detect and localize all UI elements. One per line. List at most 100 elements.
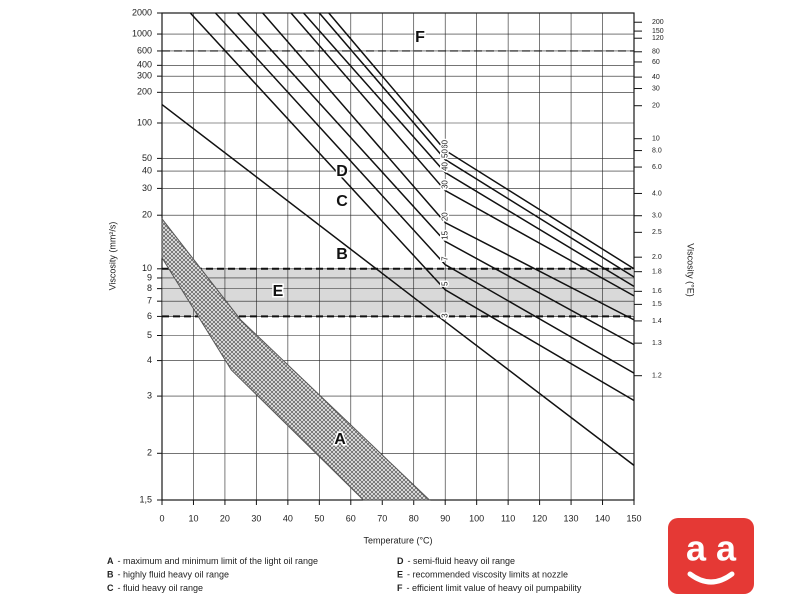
note: C - fluid heavy oil range (107, 583, 203, 593)
annotation: B (336, 246, 348, 263)
x-tick-label: 60 (346, 513, 356, 523)
y2-tick-label: 1.3 (652, 340, 662, 347)
y2-tick-label: 6.0 (652, 164, 662, 171)
y-tick-label: 200 (137, 87, 152, 97)
y2-tick-label: 200 (652, 19, 664, 26)
note-key: A (107, 556, 114, 566)
logo-text: a a (686, 528, 737, 569)
y-tick-label: 400 (137, 60, 152, 70)
x-tick-label: 40 (283, 513, 293, 523)
labels: 2000100060040030020010050403020109876543… (107, 7, 664, 593)
logo-smile (687, 571, 735, 585)
y2-tick-label: 40 (652, 74, 660, 81)
note: F - efficient limit value of heavy oil pu… (397, 583, 582, 593)
x-tick-label: 20 (220, 513, 230, 523)
plot-data (161, 12, 635, 501)
band-area (161, 217, 431, 501)
curve-label: 60 (440, 139, 449, 148)
y2-tick-label: 1.4 (652, 318, 662, 325)
y-tick-label: 6 (147, 311, 152, 321)
y-tick-label: 3 (147, 390, 152, 400)
range-band (162, 268, 634, 317)
y2-tick-label: 1.8 (652, 269, 662, 276)
curve-label: 3 (440, 313, 449, 318)
y2-tick-label: 20 (652, 103, 660, 110)
note-text: - semi-fluid heavy oil range (408, 556, 516, 566)
x-tick-label: 30 (251, 513, 261, 523)
note-key: D (397, 556, 404, 566)
curve (161, 103, 635, 467)
y-tick-label: 1000 (132, 28, 152, 38)
note-text: - fluid heavy oil range (118, 583, 204, 593)
note-key: E (397, 570, 403, 580)
x-tick-label: 130 (564, 513, 579, 523)
y-tick-label: 100 (137, 117, 152, 127)
y2-tick-label: 2.0 (652, 254, 662, 261)
y-tick-label: 300 (137, 71, 152, 81)
x-tick-label: 150 (626, 513, 641, 523)
annotation: D (336, 163, 348, 180)
x-tick-label: 120 (532, 513, 547, 523)
y2-tick-label: 60 (652, 59, 660, 66)
curve (262, 12, 635, 321)
x-tick-label: 70 (377, 513, 387, 523)
curve-label: 5 (440, 281, 449, 286)
note-text: - maximum and minimum limit of the light… (118, 556, 319, 566)
note-key: F (397, 583, 403, 593)
y2-tick-label: 80 (652, 49, 660, 56)
y2-tick-label: 1.6 (652, 288, 662, 295)
x-tick-label: 110 (501, 513, 515, 523)
y-tick-label: 9 (147, 272, 152, 282)
x-tick-label: 80 (409, 513, 419, 523)
y-tick-label: 5 (147, 330, 152, 340)
y-axis-title: Viscosity (mm²/s) (107, 222, 117, 291)
y-tick-label: 600 (137, 45, 152, 55)
note: D - semi-fluid heavy oil range (397, 556, 515, 566)
y2-tick-label: 1.5 (652, 301, 662, 308)
y-tick-label: 50 (142, 153, 152, 163)
annotation: A (334, 431, 346, 448)
note-text: - efficient limit value of heavy oil pum… (407, 583, 582, 593)
curve-label: 40 (440, 162, 449, 171)
curve-label: 50 (440, 149, 449, 158)
annotation: C (336, 193, 348, 210)
y2-tick-label: 2.5 (652, 229, 662, 236)
y-tick-label: 2 (147, 448, 152, 458)
curve (236, 12, 635, 346)
curve-label: 20 (440, 212, 449, 221)
curve (328, 12, 635, 270)
annotation: E (273, 283, 284, 300)
y-tick-label: 8 (147, 283, 152, 293)
curve (303, 12, 635, 287)
x-tick-label: 10 (188, 513, 198, 523)
note-key: B (107, 570, 114, 580)
note-text: - recommended viscosity limits at nozzle (407, 570, 568, 580)
y2-tick-label: 1.2 (652, 373, 662, 380)
grid (157, 12, 642, 505)
y-tick-label: 20 (142, 210, 152, 220)
y-tick-label: 40 (142, 165, 152, 175)
x-tick-label: 0 (159, 513, 164, 523)
curve-label: 15 (440, 230, 449, 239)
x-tick-label: 50 (314, 513, 324, 523)
x-tick-label: 90 (440, 513, 450, 523)
y2-tick-label: 10 (652, 136, 660, 143)
y2-tick-label: 30 (652, 85, 660, 92)
y2-tick-label: 120 (652, 35, 664, 42)
curve (189, 12, 635, 402)
x-tick-label: 140 (595, 513, 610, 523)
y2-tick-label: 8.0 (652, 147, 662, 154)
note-text: - highly fluid heavy oil range (118, 570, 230, 580)
curve-label: 7 (440, 256, 449, 261)
curve-label: 30 (440, 180, 449, 189)
curve (214, 12, 635, 374)
annotation: F (415, 29, 425, 46)
x-axis-title: Temperature (°C) (363, 535, 432, 545)
logo: a a (668, 518, 754, 594)
y-tick-label: 10 (142, 263, 152, 273)
y-tick-label: 4 (147, 355, 152, 365)
curve (318, 12, 635, 278)
note: A - maximum and minimum limit of the ligh… (107, 556, 318, 566)
y-tick-label: 7 (147, 296, 152, 306)
